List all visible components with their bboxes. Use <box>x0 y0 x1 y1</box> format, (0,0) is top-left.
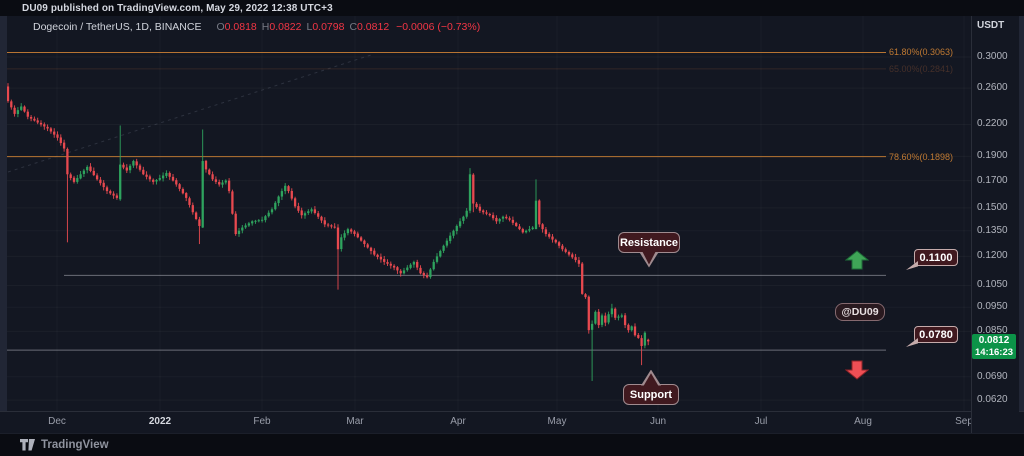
ohlc-readout: O0.0818 H0.0822 L0.0798 C0.0812 −0.0006 (−0.… <box>211 21 480 33</box>
tradingview-brand-text[interactable]: TradingView <box>41 439 109 451</box>
price-tick: 0.1500 <box>977 201 1008 213</box>
symbol-legend: Dogecoin / TetherUS, 1D, BINANCE O0.0818 H… <box>33 21 480 33</box>
footer-bar: TradingView <box>0 433 1024 456</box>
publish-info-bar: DU09 published on TradingView.com, May 2… <box>0 0 1024 16</box>
high-label: H <box>261 21 270 33</box>
resistance-price-flag[interactable]: 0.1100 <box>906 249 958 270</box>
time-tick: 2022 <box>148 416 172 427</box>
time-tick: Jul <box>754 416 768 427</box>
resistance-callout[interactable]: Resistance <box>618 232 680 268</box>
open-value: 0.0818 <box>224 21 257 33</box>
high-value: 0.0822 <box>269 21 302 33</box>
candles-series[interactable] <box>7 83 650 381</box>
callout-tail-up <box>641 369 661 386</box>
change-value: −0.0006 (−0.73%) <box>396 21 481 33</box>
low-label: L <box>306 21 313 33</box>
time-tick: Dec <box>48 416 66 427</box>
price-tick: 0.1350 <box>977 224 1008 236</box>
fib-level-label: 61.80%(0.3063) <box>889 47 954 58</box>
price-tick: 0.1200 <box>977 250 1008 262</box>
last-price-value: 0.0812 <box>978 335 1010 346</box>
price-tick: 0.0690 <box>977 370 1008 382</box>
support-callout-text: Support <box>629 388 673 401</box>
close-label: C <box>349 21 358 33</box>
support-resistance-lines[interactable] <box>7 274 886 351</box>
bullish-arrow-icon[interactable] <box>845 250 869 270</box>
close-value: 0.0812 <box>357 21 390 33</box>
price-tick: 0.1900 <box>977 150 1008 162</box>
support-callout[interactable]: Support <box>623 369 679 405</box>
support-price-flag[interactable]: 0.0780 <box>906 326 958 347</box>
flag-pointer-icon <box>906 261 918 270</box>
author-watermark-badge[interactable]: @DU09 <box>835 303 885 321</box>
fib-level-label: 65.00%(0.2841) <box>889 63 954 74</box>
price-tick: 0.0950 <box>977 301 1008 313</box>
time-tick: Feb <box>253 416 271 427</box>
callout-tail-down <box>639 250 659 268</box>
tradingview-logo-icon[interactable] <box>20 439 35 451</box>
time-tick: Sep <box>955 416 973 427</box>
bar-countdown-timer: 14:16:23 <box>974 346 1014 358</box>
bearish-arrow-icon[interactable] <box>845 360 869 380</box>
resistance-callout-text: Resistance <box>619 236 679 249</box>
resistance-price-text: 0.1100 <box>919 251 953 264</box>
price-tick: 0.0620 <box>977 394 1008 406</box>
time-tick: Mar <box>346 416 364 427</box>
price-tick: 0.1700 <box>977 174 1008 186</box>
quote-currency-label: USDT <box>977 20 1005 31</box>
flag-pointer-icon <box>906 338 918 347</box>
price-tick: 0.0850 <box>977 325 1008 337</box>
time-tick: Jun <box>649 416 667 427</box>
time-tick: Aug <box>854 416 872 427</box>
low-value: 0.0798 <box>312 21 345 33</box>
fib-trendline-dashed[interactable] <box>7 53 375 173</box>
price-tick: 0.3000 <box>977 51 1008 62</box>
price-tick: 0.2200 <box>977 118 1008 130</box>
fib-level-label: 78.60%(0.1898) <box>889 151 954 162</box>
time-tick: Apr <box>450 416 466 427</box>
publish-info-text: DU09 published on TradingView.com, May 2… <box>22 2 333 14</box>
author-watermark-text: @DU09 <box>841 306 879 318</box>
symbol-title[interactable]: Dogecoin / TetherUS, 1D, BINANCE <box>33 21 202 33</box>
support-price-text: 0.0780 <box>919 328 953 341</box>
time-axis[interactable]: Dec 2022 Feb Mar Apr May Jun Jul Aug Sep <box>0 411 1024 434</box>
grid-lines <box>7 16 971 411</box>
fib-retracement-lines[interactable] <box>7 51 886 158</box>
time-tick: May <box>547 416 567 427</box>
price-tick: 0.1050 <box>977 279 1008 291</box>
price-tick: 0.2600 <box>977 82 1008 94</box>
last-price-countdown-badge: 0.0812 14:16:23 <box>972 334 1016 359</box>
right-margin <box>1018 0 1024 456</box>
open-label: O <box>216 21 225 33</box>
left-margin <box>0 0 7 456</box>
price-axis[interactable]: USDT 0.3000 0.2600 0.2200 0.1900 0.1700 0.150… <box>971 16 1019 433</box>
